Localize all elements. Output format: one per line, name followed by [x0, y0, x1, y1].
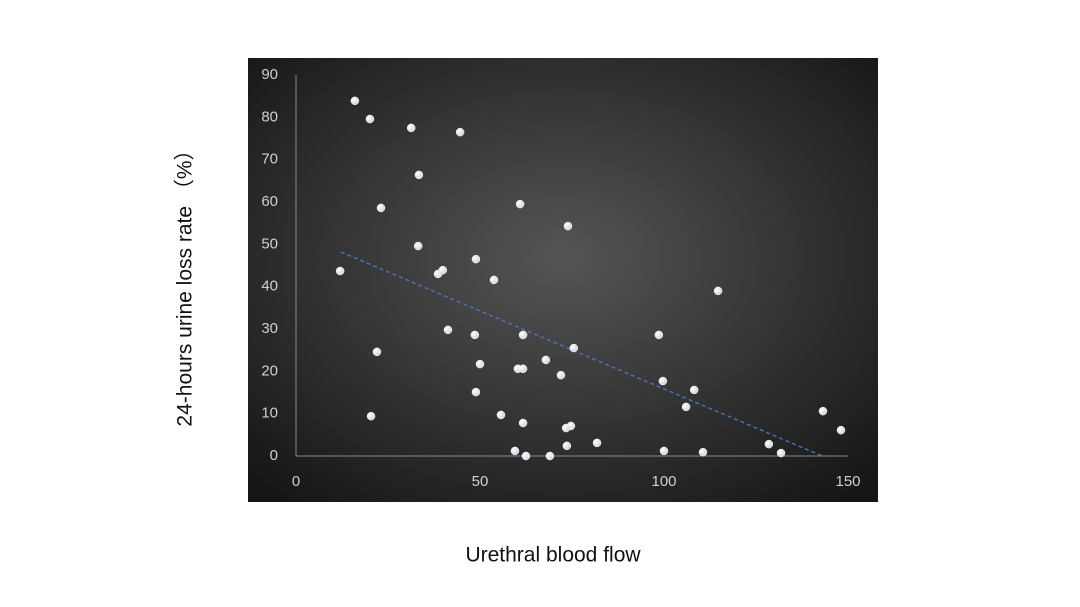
point	[658, 376, 668, 386]
point	[764, 439, 774, 449]
point	[471, 387, 481, 397]
trend-line	[340, 251, 823, 457]
point	[496, 410, 506, 420]
point	[515, 199, 525, 209]
point	[698, 447, 708, 457]
plot-area	[248, 58, 878, 502]
y-tick-label: 0	[270, 447, 278, 464]
y-tick-label: 70	[261, 151, 278, 168]
point	[406, 123, 416, 133]
point	[518, 418, 528, 428]
x-tick-label: 100	[651, 473, 676, 490]
point	[475, 359, 485, 369]
y-tick-label: 30	[261, 320, 278, 337]
point	[836, 425, 846, 435]
point	[376, 203, 386, 213]
point	[414, 170, 424, 180]
point	[541, 355, 551, 365]
point	[713, 286, 723, 296]
point	[521, 451, 531, 461]
point	[545, 451, 555, 461]
point	[350, 96, 360, 106]
point	[471, 254, 481, 264]
y-axis-label: 24-hours urine loss rate （%）	[174, 139, 197, 426]
point	[335, 266, 345, 276]
point	[654, 330, 664, 340]
point	[659, 446, 669, 456]
point	[681, 402, 691, 412]
point	[413, 241, 423, 251]
y-tick-label: 80	[261, 108, 278, 125]
y-tick-label: 50	[261, 235, 278, 252]
point	[443, 325, 453, 335]
y-tick-label: 90	[261, 66, 278, 83]
point	[455, 127, 465, 137]
point	[689, 385, 699, 395]
x-tick-label: 150	[835, 473, 860, 490]
point	[372, 347, 382, 357]
point	[470, 330, 480, 340]
point	[433, 269, 443, 279]
point	[365, 114, 375, 124]
point	[561, 423, 571, 433]
point	[592, 438, 602, 448]
point	[563, 221, 573, 231]
y-tick-label: 20	[261, 362, 278, 379]
point	[510, 446, 520, 456]
point	[562, 441, 572, 451]
point	[776, 448, 786, 458]
x-tick-label: 50	[472, 473, 489, 490]
x-tick-label: 0	[292, 473, 300, 490]
y-tick-label: 40	[261, 278, 278, 295]
point	[489, 275, 499, 285]
point	[556, 370, 566, 380]
point	[818, 406, 828, 416]
x-axis-label: Urethral blood flow	[465, 544, 641, 567]
point	[518, 330, 528, 340]
point	[366, 411, 376, 421]
y-tick-label: 60	[261, 193, 278, 210]
point	[518, 364, 528, 374]
point	[569, 343, 579, 353]
y-tick-label: 10	[261, 405, 278, 422]
